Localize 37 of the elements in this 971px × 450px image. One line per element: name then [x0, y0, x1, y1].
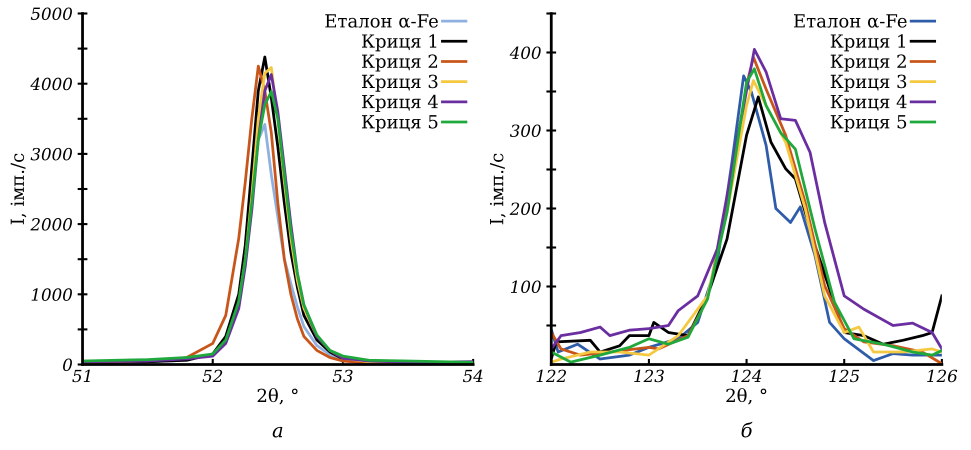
- y-tick-label: 3000: [30, 148, 72, 160]
- legend-label: Криця 4: [362, 94, 438, 112]
- y-axis-title: I, імп./с: [490, 154, 506, 224]
- legend-label: Криця 3: [362, 74, 438, 92]
- x-tick-label: 52: [202, 370, 222, 382]
- y-tick-label: 400: [510, 46, 541, 60]
- x-tick-label: 126: [927, 370, 958, 382]
- x-axis-title: 2θ, °: [258, 388, 298, 404]
- legend-label: Еталон α-Fe: [325, 14, 438, 28]
- text: б: [742, 422, 753, 438]
- text: а: [272, 426, 282, 438]
- y-tick-label: 4000: [30, 78, 72, 90]
- legend-label: Криця 2: [362, 54, 438, 72]
- x-tick-label: 124: [732, 370, 762, 382]
- y-tick-label: 2000: [30, 218, 72, 231]
- x-tick-label: 122: [536, 370, 566, 382]
- y-tick-label: 300: [510, 124, 541, 138]
- x-tick-label: 53: [332, 370, 353, 382]
- x-axis-title: 2θ, °: [726, 388, 766, 404]
- legend-label: Криця 5: [830, 115, 906, 132]
- y-tick-label: 0: [63, 358, 72, 372]
- legend-label: Криця 2: [830, 54, 906, 72]
- legend-label: Криця 4: [830, 94, 907, 112]
- y-tick-label: 5000: [30, 7, 72, 20]
- legend-label: Еталон α-Fe: [794, 14, 907, 28]
- y-axis-title: I, імп./с: [10, 154, 26, 224]
- y-tick-label: 1000: [32, 288, 72, 301]
- y-tick-label: 200: [510, 202, 541, 216]
- x-tick-label: 54: [462, 370, 483, 382]
- legend-label: Криця 3: [830, 74, 906, 92]
- x-tick-label: 123: [634, 370, 664, 382]
- legend-label: Криця 5: [362, 115, 438, 132]
- legend-label: Криця 1: [830, 34, 905, 52]
- x-tick-label: 125: [829, 370, 860, 382]
- x-tick-label: 51: [72, 370, 90, 382]
- y-tick-label: 100: [510, 280, 541, 294]
- legend-label: Криця 1: [362, 34, 436, 52]
